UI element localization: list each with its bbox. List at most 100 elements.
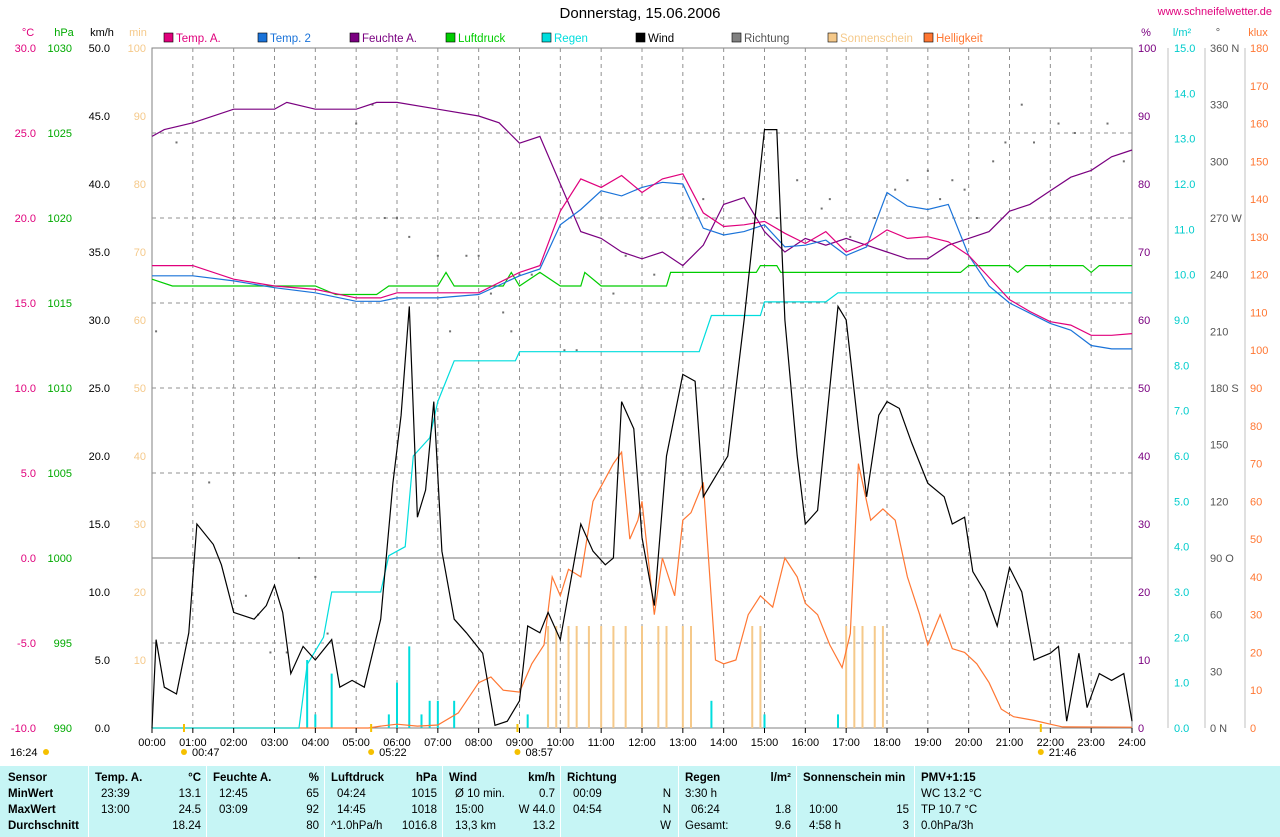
luftdruck-trend: ^1.0hPa/h	[331, 820, 383, 832]
rain-tick-label: 8.0	[1174, 360, 1189, 372]
series-temp-a	[152, 173, 1133, 336]
direction-point	[1033, 141, 1035, 144]
direction-point	[314, 575, 317, 578]
richtung-max-val: N	[662, 804, 671, 816]
lux-tick-label: 10	[1250, 685, 1262, 697]
press-tick-label: 1020	[48, 213, 72, 225]
sun-tick-label: 60	[134, 315, 146, 327]
site-link[interactable]: www.schneifelwetter.de	[1157, 6, 1272, 18]
rain-tick-label: 15.0	[1174, 43, 1195, 55]
direction-point	[449, 330, 452, 333]
chart-legend: Temp. A. Temp. 2 Feuchte A. Luftdruck Regen W…	[163, 32, 983, 45]
direction-point	[873, 217, 876, 219]
weather-chart: 00:00 01:00 02:00 03:00 04:00 05:00 06:00 07:00…	[10, 27, 1268, 759]
direction-point	[1020, 103, 1023, 106]
wind-avg-val: 13.2	[532, 820, 555, 832]
x-tick-label: 20:00	[955, 737, 983, 749]
dir-tick-label: 300	[1210, 156, 1228, 168]
direction-point	[465, 254, 468, 257]
richtung-max-time: 04:54	[573, 804, 602, 816]
hum-tick-label: 40	[1138, 451, 1150, 463]
sun-icon	[180, 749, 187, 755]
sonne-avg-val: 3	[902, 820, 909, 832]
lux-tick-label: 120	[1250, 270, 1268, 282]
dir-tick-label: 60	[1210, 610, 1222, 622]
lux-tick-label: 40	[1250, 572, 1262, 584]
direction-point	[775, 217, 778, 219]
pmv-tp: TP 10.7 °C	[921, 804, 978, 816]
richtung-min-val: N	[662, 788, 671, 800]
press-tick-label: 1005	[48, 468, 72, 480]
row-label-min: MinWert	[8, 788, 54, 800]
sun-event-time: 00:47	[192, 747, 220, 759]
hum-tick-label: 20	[1138, 587, 1150, 599]
x-tick-label: 07:00	[424, 737, 452, 749]
header-richtung: Richtung	[567, 772, 617, 784]
temp-min-time: 23:39	[101, 788, 130, 800]
direction-point	[518, 273, 521, 276]
wind-tick-label: 10.0	[89, 587, 110, 599]
sun-tick-label: 100	[128, 43, 146, 55]
direction-point	[926, 169, 929, 172]
x-tick-label: 10:00	[547, 737, 575, 749]
lux-tick-label: 90	[1250, 383, 1262, 395]
wind-min-val: 0.7	[539, 788, 555, 800]
x-tick-label: 01:00	[179, 737, 207, 749]
lux-tick-label: 170	[1250, 81, 1268, 93]
temp-tick-label: -5.0	[17, 638, 36, 650]
press-tick-label: 1010	[48, 383, 72, 395]
legend-label: Temp. 2	[270, 33, 311, 45]
direction-point	[436, 254, 439, 257]
rain-tick-label: 4.0	[1174, 542, 1189, 554]
header-temp: Temp. A.	[95, 772, 143, 784]
hum-tick-label: 60	[1138, 315, 1150, 327]
pmv-trend: 0.0hPa/3h	[921, 820, 974, 832]
legend-label: Sonnenschein	[840, 33, 913, 45]
summary-table: Sensor MinWert MaxWert Durchschnitt Temp…	[0, 766, 1280, 837]
unit-luftdruck: hPa	[415, 772, 437, 784]
regen-total-val: 9.6	[775, 820, 791, 832]
direction-point	[796, 179, 799, 182]
legend-label: Richtung	[744, 33, 789, 45]
wind-tick-label: 30.0	[89, 315, 110, 327]
sun-unit-label: min	[129, 27, 147, 39]
legend-swatch	[541, 32, 552, 43]
legend-swatch	[445, 32, 456, 43]
hum-unit-label: %	[1141, 27, 1151, 39]
sun-event-time: 08:57	[525, 747, 553, 759]
direction-point	[975, 217, 978, 219]
luftdruck-max-val: 1018	[411, 804, 437, 816]
rain-tick-label: 3.0	[1174, 587, 1189, 599]
chart-title: Donnerstag, 15.06.2006	[559, 5, 721, 22]
x-tick-label: 12:00	[628, 737, 656, 749]
direction-point	[326, 632, 329, 635]
col-pmv: PMV+1:15 WC 13.2 °C TP 10.7 °C 0.0hPa/3h	[914, 766, 1280, 837]
regen-total-label: Gesamt:	[685, 820, 729, 832]
direction-point	[951, 179, 954, 182]
dir-unit-label: °	[1216, 27, 1220, 39]
legend-label: Regen	[554, 33, 588, 45]
direction-point	[269, 651, 272, 654]
press-tick-label: 995	[54, 638, 72, 650]
direction-point	[624, 254, 627, 257]
lux-tick-label: 130	[1250, 232, 1268, 244]
sonne-duration: 4:58 h	[809, 820, 841, 832]
row-label-max: MaxWert	[8, 804, 56, 816]
rain-tick-label: 7.0	[1174, 406, 1189, 418]
daylength-icon	[43, 749, 49, 755]
hum-tick-label: 50	[1138, 383, 1150, 395]
rain-tick-label: 13.0	[1174, 134, 1195, 146]
feuchte-min-val: 65	[306, 788, 319, 800]
unit-wind: km/h	[528, 772, 555, 784]
x-tick-label: 22:00	[1037, 737, 1065, 749]
header-luftdruck: Luftdruck	[331, 772, 385, 784]
header-pmv: PMV+1:15	[921, 772, 976, 784]
dir-tick-label: 90 O	[1210, 553, 1234, 565]
temp-tick-label: 20.0	[15, 213, 36, 225]
dir-tick-label: 30	[1210, 666, 1222, 678]
x-tick-label: 08:00	[465, 737, 493, 749]
lux-tick-label: 20	[1250, 647, 1262, 659]
sun-tick-label: 20	[134, 587, 146, 599]
lux-tick-label: 50	[1250, 534, 1262, 546]
legend-label: Wind	[648, 33, 674, 45]
